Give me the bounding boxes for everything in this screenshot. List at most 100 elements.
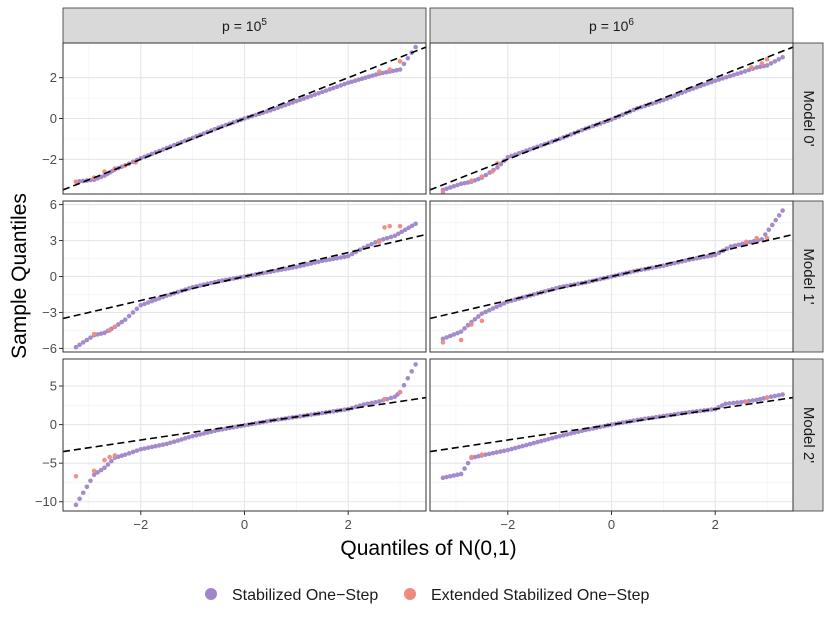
data-point-stabilized [297,263,303,269]
data-point-stabilized [286,101,292,107]
data-point-stabilized [164,441,170,447]
x-tick-label: −2 [133,517,148,532]
data-point-stabilized [472,316,478,322]
data-point-stabilized [405,375,411,381]
data-point-stabilized [327,257,332,262]
data-point-stabilized [728,244,734,249]
data-point-stabilized [390,68,396,74]
data-point-stabilized [105,462,111,467]
data-point-stabilized [712,78,718,84]
data-point-stabilized [294,98,299,104]
row-strip-m1 [792,200,824,353]
y-tick-label: −2 [42,152,57,167]
data-point-extended [107,328,112,333]
data-point-stabilized [308,412,314,417]
data-point-stabilized [661,97,666,103]
data-point-stabilized [157,296,162,301]
data-point-stabilized [768,394,774,400]
data-point-stabilized [694,256,699,261]
data-point-stabilized [160,147,166,152]
data-point-stabilized [301,262,307,268]
data-point-stabilized [642,416,648,422]
data-point-extended [397,59,403,64]
data-point-stabilized [465,180,471,185]
data-point-stabilized [327,87,332,92]
data-point-stabilized [286,415,292,421]
data-point-stabilized [672,260,677,266]
panel-m0-p6 [429,42,794,195]
data-point-stabilized [413,362,418,367]
data-point-stabilized [413,44,418,50]
panels-layer: p = 105 p = 106 Model 0' Model 1' Model 2' −2… [35,7,824,532]
data-point-stabilized [586,279,592,284]
data-point-stabilized [723,401,728,407]
y-tick-label: −5 [42,456,57,471]
data-point-stabilized [458,181,464,187]
data-point-stabilized [750,398,756,403]
data-point-stabilized [609,117,614,122]
data-point-stabilized [462,326,467,331]
data-point-stabilized [698,83,703,89]
data-point-stabilized [754,397,759,403]
data-point-stabilized [498,302,503,308]
data-point-stabilized [451,332,457,337]
data-point-stabilized [116,322,121,327]
data-point-stabilized [479,311,485,316]
data-point-stabilized [761,396,766,401]
column-strip-label-p5: p = 105 [222,17,267,34]
data-point-stabilized [361,402,367,407]
data-point-stabilized [149,298,155,304]
data-point-stabilized [405,56,411,61]
data-point-stabilized [194,432,199,438]
reference-line [430,396,793,453]
y-tick-label: 0 [50,111,57,126]
data-point-stabilized [486,307,492,313]
data-point-stabilized [458,471,464,477]
data-point-stabilized [462,180,467,186]
data-point-stabilized [520,443,525,449]
data-point-stabilized [579,127,585,133]
data-point-stabilized [130,449,136,455]
data-point-stabilized [356,77,361,83]
data-point-stabilized [494,450,499,455]
data-point-stabilized [88,335,93,340]
data-point-stabilized [444,474,449,480]
data-point-stabilized [388,234,394,240]
data-point-stabilized [338,83,344,88]
data-point-extended [479,174,485,179]
data-point-stabilized [77,179,82,184]
data-point-stabilized [440,336,446,342]
data-point-stabilized [476,314,481,319]
data-point-stabilized [505,154,511,160]
data-point-stabilized [490,450,496,456]
data-point-stabilized [294,264,299,270]
data-point-stabilized [757,64,763,70]
y-tick-label: 0 [50,269,57,284]
data-point-stabilized [312,92,318,97]
data-point-stabilized [157,443,162,448]
data-point-stabilized [661,263,666,269]
data-point-stabilized [709,407,714,412]
data-point-stabilized [672,93,677,99]
data-point-stabilized [653,414,659,420]
y-tick-label: −6 [42,341,57,356]
data-point-stabilized [698,408,703,414]
legend-key-stabilized [205,588,217,600]
data-point-stabilized [738,399,744,405]
data-point-stabilized [501,301,507,306]
data-point-stabilized [91,472,97,478]
data-point-stabilized [95,470,100,475]
data-point-stabilized [649,265,655,271]
data-point-stabilized [476,176,481,182]
data-point-extended [397,223,403,229]
panel-border [429,42,794,195]
data-point-stabilized [486,451,492,457]
data-point-stabilized [80,340,86,345]
data-point-stabilized [757,396,763,402]
data-point-stabilized [727,401,732,406]
data-point-stabilized [564,432,570,437]
data-point-stabilized [323,88,329,93]
data-point-stabilized [323,257,329,263]
panel-m0-p5: −2 0 2 [42,42,427,195]
legend-key-extended [404,588,416,600]
